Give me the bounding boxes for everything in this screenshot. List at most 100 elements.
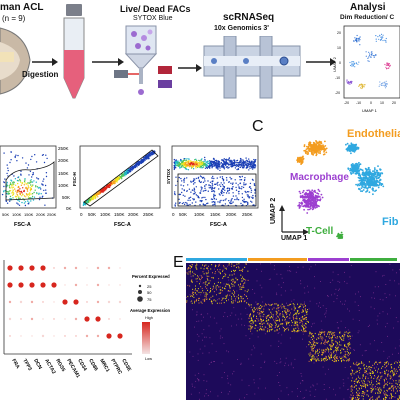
heatmap-cell <box>227 393 229 395</box>
legend-avg-high: High <box>145 316 153 320</box>
heatmap-cell <box>337 347 339 349</box>
flow1-event <box>21 182 23 185</box>
heatmap-cell <box>379 362 381 364</box>
endothelial-cell <box>309 150 312 152</box>
fibroblast-cell <box>369 169 371 171</box>
mini-umap-point <box>359 44 361 46</box>
mini-umap-point <box>353 40 355 42</box>
flow3-event <box>174 191 176 193</box>
heatmap-cell <box>232 300 234 302</box>
flow1-event <box>18 180 20 182</box>
heatmap-cell <box>289 314 291 316</box>
flow1-event <box>35 161 38 163</box>
heatmap-cell <box>234 265 236 267</box>
heatmap-cell <box>263 305 265 307</box>
heatmap-cell <box>301 319 302 321</box>
mini-umap-point <box>359 39 361 41</box>
heatmap-cell <box>249 325 251 327</box>
heatmap-cell <box>219 269 221 271</box>
mini-umap-point <box>382 34 384 36</box>
flow1-event <box>32 184 34 186</box>
heatmap-cell <box>274 322 276 324</box>
heatmap-cell <box>208 282 210 284</box>
flow3-xtick: 200K <box>226 212 237 217</box>
heatmap-cell <box>226 268 227 270</box>
heatmap-cell <box>227 283 229 285</box>
heatmap-cell <box>356 377 358 380</box>
heatmap-cell <box>209 298 211 300</box>
flow2-ytick: 150K <box>58 171 69 176</box>
heatmap-cell <box>278 304 279 306</box>
heatmap-cell <box>336 349 337 351</box>
heatmap-cell <box>194 302 195 304</box>
heatmap-cell <box>296 310 298 312</box>
flow1-event <box>38 193 40 195</box>
heatmap-cell <box>219 289 221 291</box>
heatmap-cell <box>346 350 348 352</box>
heatmap-cell <box>316 356 318 358</box>
heatmap-cell <box>252 310 254 312</box>
heatmap-cell <box>328 355 329 357</box>
endothelial-cell <box>312 147 315 150</box>
heatmap-cell <box>327 332 329 334</box>
mini-umap-point <box>355 37 357 40</box>
flow3-event <box>181 191 183 194</box>
mini-umap-point <box>355 39 358 41</box>
flow2-event <box>90 197 92 199</box>
dotplot-dot <box>118 300 122 304</box>
heatmap-cell <box>269 326 270 328</box>
flow3-event <box>246 161 248 163</box>
heatmap-cell <box>266 331 268 333</box>
heatmap-cell <box>328 348 329 350</box>
heatmap-cell <box>385 392 387 394</box>
macrophage-cell <box>305 192 307 194</box>
heatmap-cell <box>256 315 257 317</box>
flow1-event <box>31 185 33 187</box>
heatmap-cell <box>200 267 202 269</box>
heatmap-cell <box>282 306 284 308</box>
mini-umap-point <box>386 63 388 65</box>
fibroblast-cell <box>349 169 352 172</box>
flow2-event <box>82 204 85 207</box>
flow3-event <box>213 203 215 206</box>
digestion-label: Digestion <box>22 70 59 79</box>
heatmap-cell <box>249 315 251 317</box>
flow2-event <box>114 180 116 183</box>
flow1-event <box>12 197 14 199</box>
macrophage-cell <box>317 193 320 195</box>
heatmap-cell <box>229 286 231 289</box>
flow2-event <box>140 162 143 164</box>
heatmap-cell <box>322 351 323 353</box>
heatmap-cell <box>256 317 257 319</box>
heatmap-cell <box>371 372 373 374</box>
heatmap-cell <box>198 297 199 300</box>
heatmap-cell <box>351 386 353 388</box>
fibroblast-cell <box>351 146 354 149</box>
mini-umap-point <box>362 84 364 86</box>
heatmap-cell <box>244 266 246 268</box>
heatmap-cell <box>243 286 245 288</box>
flow2-event <box>118 176 120 178</box>
fibroblast-cell <box>350 152 352 155</box>
heatmap-cell <box>313 350 314 352</box>
heatmap-cell <box>361 387 362 389</box>
heatmap-cell <box>392 388 394 390</box>
heatmap-cell <box>388 388 390 390</box>
flow1-event <box>12 193 15 196</box>
heatmap-cell <box>311 347 313 349</box>
flow3-event <box>206 162 208 164</box>
flow3-event <box>199 181 202 184</box>
heatmap-cell <box>254 327 256 329</box>
heatmap-cell <box>299 319 301 321</box>
flow3-event <box>220 189 223 192</box>
heatmap-cell <box>325 348 327 350</box>
heatmap-cell <box>314 345 315 347</box>
heatmap-cell <box>331 346 333 348</box>
heatmap-cell <box>229 285 230 287</box>
mini-umap-point <box>370 56 372 58</box>
heatmap-cell <box>323 333 325 335</box>
heatmap-cell <box>279 318 280 320</box>
heatmap-cell <box>207 267 208 269</box>
heatmap-cell <box>356 391 357 393</box>
fibroblast-cell <box>377 186 380 189</box>
